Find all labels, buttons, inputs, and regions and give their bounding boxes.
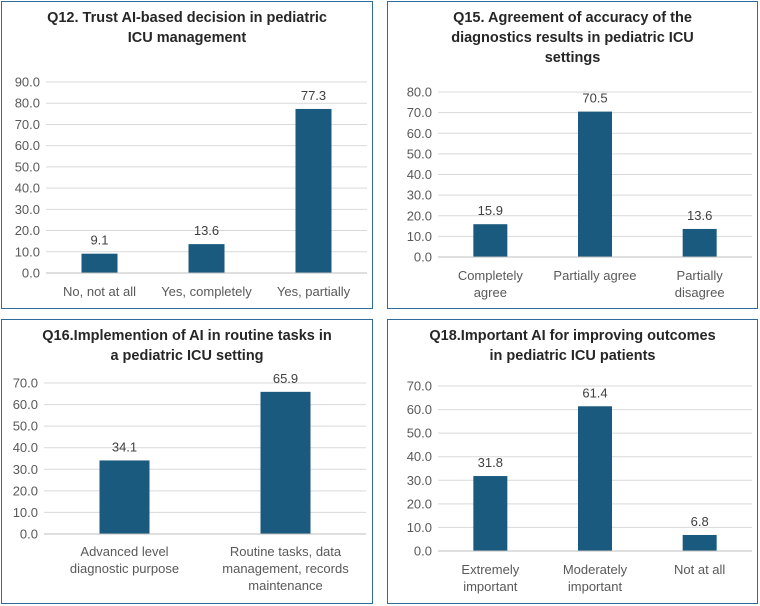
bar bbox=[81, 253, 118, 273]
data-label: 13.6 bbox=[687, 208, 712, 223]
x-category-label: Partially agree bbox=[553, 268, 637, 283]
y-tick-label: 60.0 bbox=[13, 397, 38, 412]
y-tick-label: 30.0 bbox=[407, 473, 432, 488]
y-tick-label: 50.0 bbox=[15, 159, 40, 174]
data-label: 34.1 bbox=[112, 439, 137, 454]
y-tick-label: 60.0 bbox=[15, 138, 40, 153]
y-tick-label: 40.0 bbox=[13, 440, 38, 455]
chart-title: Q18.Important AI for improving outcomes … bbox=[429, 328, 716, 364]
y-tick-label: 30.0 bbox=[407, 188, 432, 203]
x-category-label: Yes, completely bbox=[161, 284, 252, 299]
y-tick-label: 40.0 bbox=[407, 449, 432, 464]
y-tick-label: 20.0 bbox=[407, 208, 432, 223]
chart-panel-q12: Q12. Trust AI-based decision in pediatri… bbox=[1, 1, 373, 309]
y-tick-label: 10.0 bbox=[407, 520, 432, 535]
x-category-label: Yes, partially bbox=[276, 284, 351, 299]
chart-panel-q15: Q15. Agreement of accuracy of the diagno… bbox=[387, 1, 758, 309]
bar bbox=[682, 228, 717, 257]
y-tick-label: 0.0 bbox=[414, 250, 432, 265]
x-category-label: No, not at all bbox=[63, 284, 136, 299]
data-label: 31.8 bbox=[478, 455, 503, 470]
data-label: 15.9 bbox=[478, 203, 503, 218]
chart-plot: 0.0 10.0 20.0 30.0 40.0 50.0 60.0 70.0 34.1 65.9 bbox=[13, 371, 366, 542]
chart-panel-q16: Q16.Implemention of AI in routine tasks … bbox=[1, 319, 373, 604]
x-category-label: Partially disagree bbox=[674, 268, 725, 300]
x-category-label: Completely agree bbox=[457, 268, 523, 300]
x-category-label: Moderately important bbox=[562, 562, 628, 594]
chart-title: Q12. Trust AI-based decision in pediatri… bbox=[47, 10, 327, 46]
y-tick-label: 40.0 bbox=[15, 181, 40, 196]
y-tick-label: 10.0 bbox=[15, 244, 40, 259]
data-label: 65.9 bbox=[273, 371, 298, 386]
data-label: 61.4 bbox=[582, 385, 607, 400]
x-category-label: Routine tasks, data management, records … bbox=[222, 544, 349, 593]
data-label: 9.1 bbox=[90, 233, 108, 248]
y-tick-label: 70.0 bbox=[407, 105, 432, 120]
bar bbox=[473, 476, 508, 551]
y-tick-label: 60.0 bbox=[407, 402, 432, 417]
y-tick-label: 80.0 bbox=[15, 96, 40, 111]
bar bbox=[473, 224, 508, 257]
y-tick-label: 10.0 bbox=[13, 505, 38, 520]
y-tick-label: 50.0 bbox=[13, 419, 38, 434]
y-tick-label: 60.0 bbox=[407, 126, 432, 141]
y-tick-label: 10.0 bbox=[407, 229, 432, 244]
x-category-label: Advanced level diagnostic purpose bbox=[69, 544, 180, 576]
bar bbox=[295, 108, 332, 273]
y-tick-label: 20.0 bbox=[15, 223, 40, 238]
y-tick-label: 20.0 bbox=[407, 496, 432, 511]
data-label: 77.3 bbox=[301, 88, 326, 103]
y-tick-label: 30.0 bbox=[15, 202, 40, 217]
y-tick-label: 20.0 bbox=[13, 483, 38, 498]
bar bbox=[682, 534, 717, 551]
y-tick-label: 30.0 bbox=[13, 462, 38, 477]
y-tick-label: 50.0 bbox=[407, 426, 432, 441]
y-tick-label: 0.0 bbox=[414, 544, 432, 559]
bar bbox=[188, 244, 225, 273]
chart-plot: 0.0 10.0 20.0 30.0 40.0 50.0 60.0 70.0 80.0 15.9 7… bbox=[407, 85, 752, 265]
y-tick-label: 40.0 bbox=[407, 167, 432, 182]
y-tick-label: 80.0 bbox=[407, 85, 432, 100]
y-tick-label: 70.0 bbox=[407, 379, 432, 394]
chart-title: Q16.Implemention of AI in routine tasks … bbox=[42, 328, 332, 364]
x-category-label: Extremely important bbox=[461, 562, 520, 594]
y-tick-label: 90.0 bbox=[15, 75, 40, 90]
chart-plot: 0.0 10.0 20.0 30.0 40.0 50.0 60.0 70.0 31.8 61.4 6… bbox=[407, 379, 752, 559]
y-tick-label: 0.0 bbox=[22, 266, 40, 281]
bar bbox=[99, 460, 150, 534]
bar bbox=[260, 391, 311, 534]
bar bbox=[578, 406, 612, 551]
chart-panel-q18: Q18.Important AI for improving outcomes … bbox=[387, 319, 758, 604]
chart-title: Q15. Agreement of accuracy of the diagno… bbox=[451, 10, 694, 66]
y-tick-label: 70.0 bbox=[13, 376, 38, 391]
y-tick-label: 50.0 bbox=[407, 146, 432, 161]
y-tick-label: 0.0 bbox=[20, 527, 38, 542]
data-label: 6.8 bbox=[691, 514, 709, 529]
data-label: 13.6 bbox=[194, 223, 219, 238]
y-tick-label: 70.0 bbox=[15, 117, 40, 132]
chart-plot: 0.0 10.0 20.0 30.0 40.0 50.0 60.0 70.0 80.0 90.0 9… bbox=[15, 75, 367, 281]
bar bbox=[578, 111, 612, 257]
x-category-label: Not at all bbox=[674, 562, 726, 577]
data-label: 70.5 bbox=[582, 91, 607, 106]
